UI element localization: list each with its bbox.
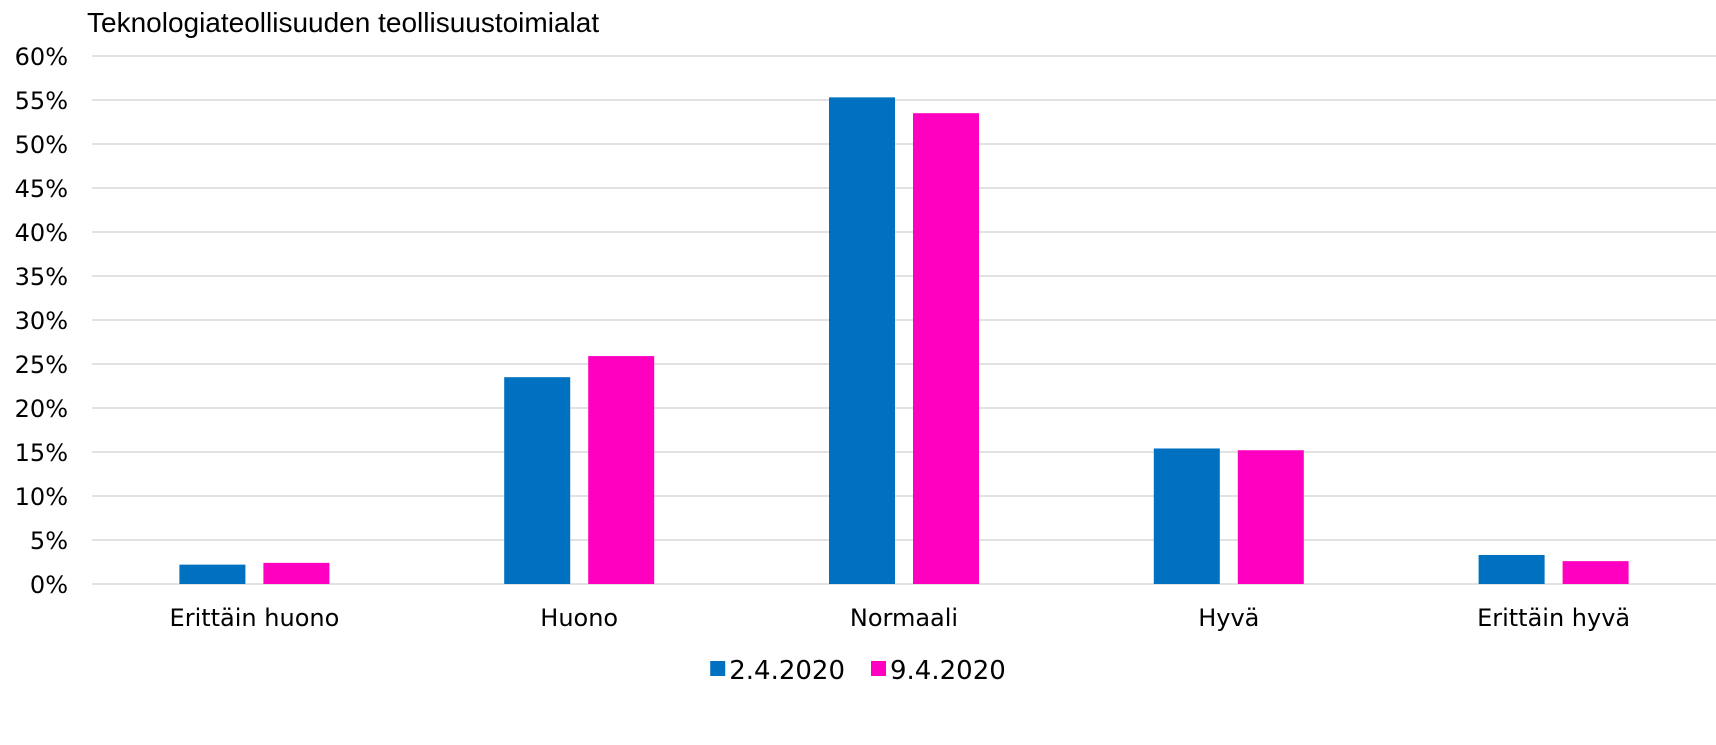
y-tick-label: 0% <box>30 571 68 599</box>
x-category-label: Normaali <box>850 604 958 632</box>
y-tick-label: 50% <box>15 131 68 159</box>
y-tick-label: 25% <box>15 351 68 379</box>
legend-label: 9.4.2020 <box>890 656 1006 686</box>
bar-1 <box>179 564 246 584</box>
y-tick-label: 5% <box>30 527 68 555</box>
bar-1 <box>829 97 895 585</box>
y-tick-label: 20% <box>15 395 68 423</box>
y-axis-ticks: 0% 5% 10% 15% 20% 25% 30% 35% 40% 45% 50% 55% 60% <box>15 43 68 599</box>
y-tick-label: 55% <box>15 87 68 115</box>
bar-1 <box>1478 554 1545 584</box>
y-tick-label: 60% <box>15 43 68 71</box>
y-tick-label: 40% <box>15 219 68 247</box>
legend: 2.4.2020 9.4.2020 <box>710 656 1006 686</box>
gridlines <box>92 55 1716 585</box>
bar-1 <box>1153 448 1220 584</box>
y-tick-label: 15% <box>15 439 68 467</box>
y-tick-label: 45% <box>15 175 68 203</box>
bar-2 <box>588 356 655 584</box>
legend-swatch <box>871 661 886 676</box>
legend-label: 2.4.2020 <box>729 656 845 686</box>
bar-2 <box>1562 561 1629 584</box>
x-category-label: Erittäin hyvä <box>1477 604 1630 632</box>
bar-1 <box>504 377 571 584</box>
x-category-label: Huono <box>540 604 618 632</box>
x-category-label: Hyvä <box>1198 604 1259 632</box>
bar-2 <box>263 562 330 584</box>
y-tick-label: 35% <box>15 263 68 291</box>
bar-2 <box>1237 450 1304 584</box>
y-tick-label: 30% <box>15 307 68 335</box>
bar-2 <box>913 113 979 584</box>
legend-swatch <box>710 661 726 676</box>
y-tick-label: 10% <box>15 483 68 511</box>
x-category-label: Erittäin huono <box>170 604 340 632</box>
chart-title: Teknologiateollisuuden teollisuustoimial… <box>87 7 599 38</box>
x-axis-categories: Erittäin huono Huono Normaali Hyvä Erittäin … <box>170 604 1631 632</box>
bars <box>179 97 1629 585</box>
